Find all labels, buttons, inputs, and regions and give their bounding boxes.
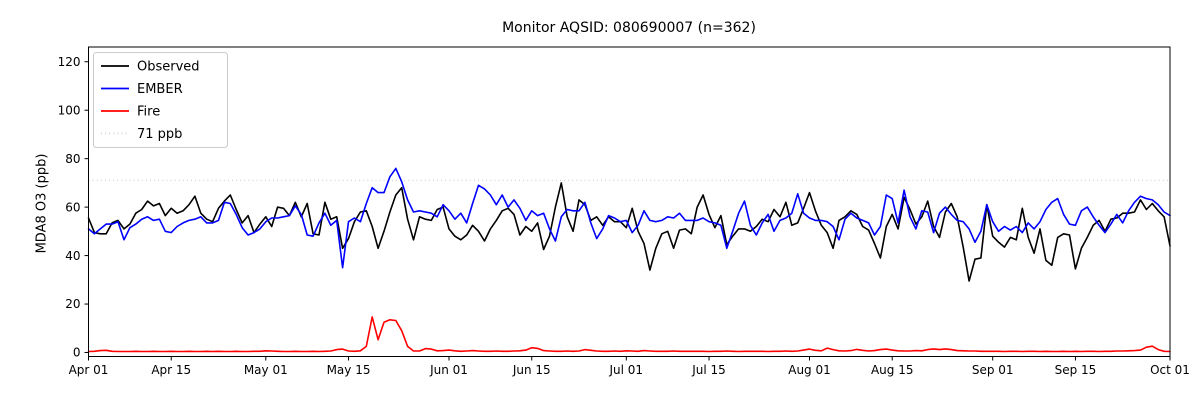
- x-tick-label: Apr 15: [151, 363, 191, 377]
- series-line-fire: [87, 316, 1171, 353]
- y-tick-label: 100: [58, 103, 81, 117]
- x-tick-label: Jun 01: [429, 363, 468, 377]
- x-tick-label: May 01: [244, 363, 288, 377]
- y-axis-label: MDA8 O3 (ppb): [34, 153, 50, 254]
- y-tick-label: 60: [65, 200, 80, 214]
- legend-item-ember-label: EMBER: [137, 82, 183, 97]
- x-tick-label: Aug 15: [871, 363, 914, 377]
- x-tick-label: Jul 15: [691, 363, 726, 377]
- series-line-ember: [87, 167, 1171, 269]
- legend-item-71ppb-label: 71 ppb: [137, 127, 182, 142]
- series-line-observed: [87, 182, 1171, 282]
- legend-item-fire-label: Fire: [137, 105, 160, 120]
- x-tick-label: Sep 01: [972, 363, 1014, 377]
- x-tick-label: Apr 01: [69, 363, 109, 377]
- x-tick-label: Oct 01: [1150, 363, 1190, 377]
- y-tick-label: 120: [58, 55, 81, 69]
- y-tick-label: 40: [65, 249, 80, 263]
- legend: [93, 52, 228, 148]
- y-tick-label: 20: [65, 297, 80, 311]
- legend-item-observed-label: Observed: [137, 60, 200, 75]
- x-tick-label: Aug 01: [788, 363, 831, 377]
- y-tick-label: 80: [65, 152, 80, 166]
- chart-title: Monitor AQSID: 080690007 (n=362): [502, 20, 756, 36]
- x-tick-label: May 15: [327, 363, 371, 377]
- x-tick-label: Jul 01: [609, 363, 644, 377]
- y-tick-label: 0: [73, 346, 81, 360]
- x-tick-label: Jun 15: [512, 363, 551, 377]
- plot-border: [88, 46, 1171, 357]
- x-tick-label: Sep 15: [1055, 363, 1097, 377]
